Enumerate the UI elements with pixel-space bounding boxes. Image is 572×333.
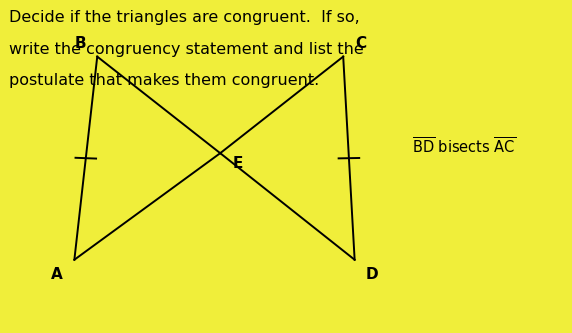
Text: C: C (355, 36, 366, 51)
Text: Decide if the triangles are congruent.  If so,: Decide if the triangles are congruent. I… (9, 10, 359, 25)
Text: D: D (366, 267, 378, 282)
Text: E: E (232, 156, 243, 171)
Text: write the congruency statement and list the: write the congruency statement and list … (9, 42, 363, 57)
Text: $\overline{\mathrm{BD}}$ bisects $\overline{\mathrm{AC}}$: $\overline{\mathrm{BD}}$ bisects $\overl… (412, 137, 516, 157)
Text: A: A (51, 267, 63, 282)
Text: B: B (74, 36, 86, 51)
Text: postulate that makes them congruent.: postulate that makes them congruent. (9, 73, 319, 88)
